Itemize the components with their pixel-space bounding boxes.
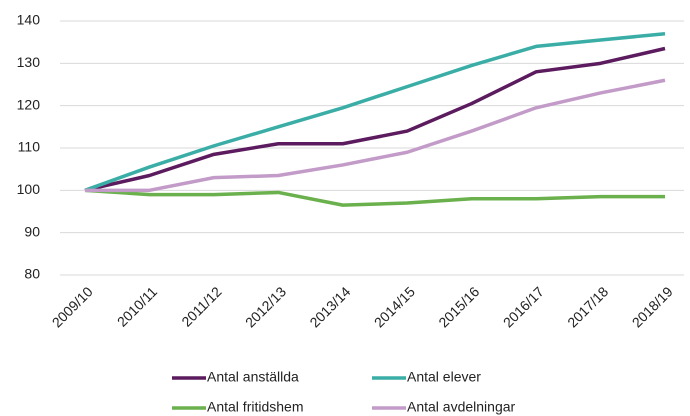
x-tick-label: 2015/16 [435,283,482,330]
x-tick-label: 2016/17 [500,283,547,330]
legend-label: Antal anställda [207,369,299,385]
x-tick-label: 2014/15 [371,283,418,330]
x-tick-label: 2017/18 [564,283,611,330]
x-tick-label: 2011/12 [178,283,225,330]
x-tick-label: 2012/13 [242,283,289,330]
x-tick-label: 2013/14 [306,283,353,330]
line [85,78,666,193]
line [84,46,666,193]
legend-label: Antal fritidshem [207,399,303,415]
y-tick-label: 100 [17,181,41,197]
line [84,188,665,207]
y-tick-label: 90 [24,223,40,239]
x-tick-label: 2018/19 [629,283,676,330]
legend-label: Antal elever [407,369,481,385]
line [84,31,666,192]
y-tick-label: 130 [17,54,41,70]
y-tick-label: 80 [24,266,40,282]
y-tick-label: 120 [17,96,41,112]
x-tick-label: 2009/10 [49,283,96,330]
legend-label: Antal avdelningar [407,399,516,415]
y-tick-label: 140 [17,12,41,28]
x-tick-label: 2010/11 [114,283,161,330]
y-tick-label: 110 [18,139,41,155]
